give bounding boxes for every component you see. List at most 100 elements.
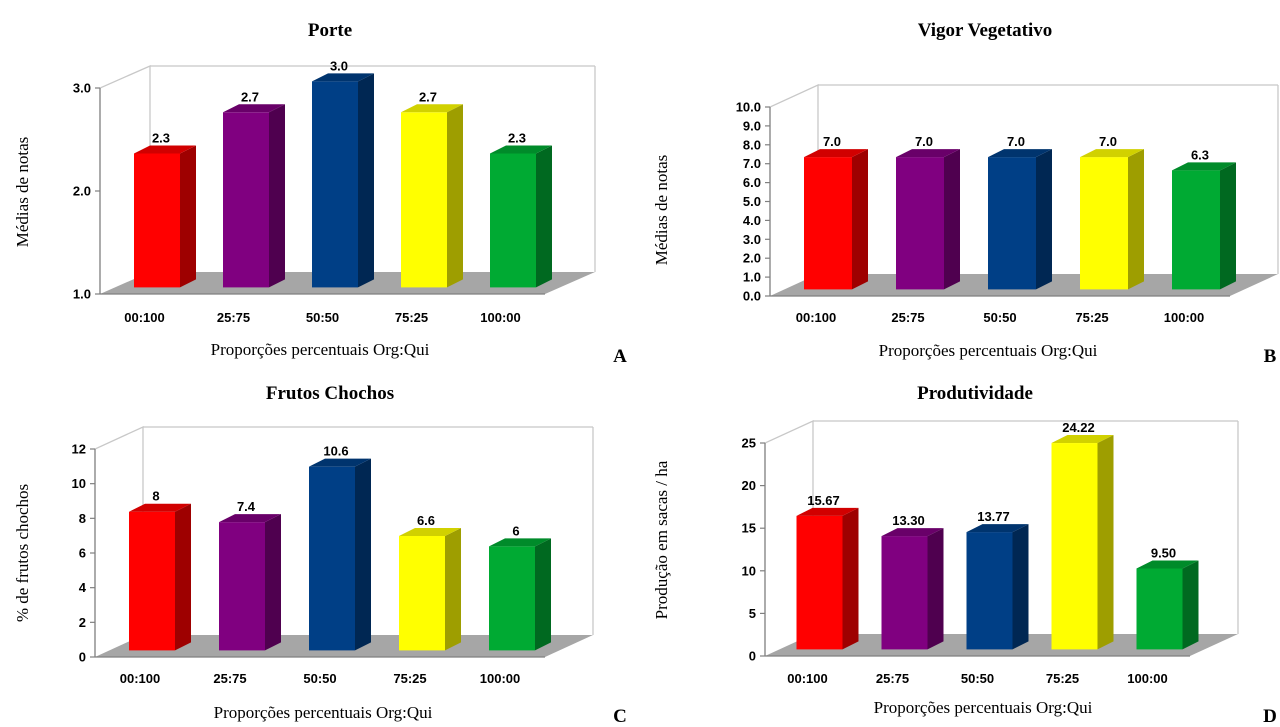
bar-00-100 [129, 503, 191, 651]
x-tick-label-50-50: 50:50 [303, 671, 336, 686]
data-label-50-50: 13.77 [977, 509, 1010, 524]
y-tick-label: 10.0 [736, 100, 761, 115]
x-axis-label: Proporções percentuais Org:Qui [879, 341, 1098, 360]
y-tick-label: 3.0 [73, 81, 91, 96]
x-tick-label-25-75: 25:75 [217, 310, 250, 325]
y-tick-label: 7.0 [743, 156, 761, 171]
y-tick-label: 8.0 [743, 137, 761, 152]
data-label-100-00: 2.3 [508, 131, 526, 146]
x-tick-label-100-00: 100:00 [1127, 671, 1167, 686]
x-axis-label: Proporções percentuais Org:Qui [214, 703, 433, 722]
y-tick-label: 5 [749, 606, 756, 621]
data-label-00-100: 15.67 [807, 493, 840, 508]
data-label-00-100: 2.3 [152, 131, 170, 146]
y-tick-label: 12 [72, 442, 86, 457]
bar-75-25 [401, 104, 463, 288]
bar-25-75 [219, 514, 281, 651]
x-tick-label-75-25: 75:25 [393, 671, 426, 686]
y-tick-label: 2.0 [73, 184, 91, 199]
y-tick-label: 3.0 [743, 232, 761, 247]
bar-75-25 [1051, 435, 1114, 650]
y-axis-label: Médias de notas [652, 155, 671, 265]
bar-100-00 [1136, 560, 1199, 650]
bar-00-100 [796, 507, 859, 650]
bar-100-00 [490, 145, 552, 288]
chart-panel-frutos-chochos: 0 2 4 6 8 10 12 8 00:100 7.4 25:75 10.6 50:50 6.6 75:2… [13, 383, 627, 727]
data-label-00-100: 8 [152, 489, 159, 504]
x-tick-label-75-25: 75:25 [1075, 310, 1108, 325]
data-label-100-00: 9.50 [1151, 545, 1176, 560]
data-label-100-00: 6 [512, 523, 519, 538]
bar-25-75 [896, 149, 960, 290]
x-tick-label-100-00: 100:00 [1164, 310, 1204, 325]
x-tick-label-100-00: 100:00 [480, 671, 520, 686]
panel-letter: A [613, 346, 627, 367]
data-label-25-75: 13.30 [892, 513, 925, 528]
x-tick-label-00-100: 00:100 [796, 310, 836, 325]
y-tick-label: 4 [79, 580, 87, 595]
y-tick-label: 20 [742, 478, 756, 493]
x-tick-label-25-75: 25:75 [876, 671, 909, 686]
panel-letter: B [1264, 346, 1277, 367]
data-label-00-100: 7.0 [823, 134, 841, 149]
y-tick-label: 15 [742, 521, 756, 536]
bar-25-75 [223, 104, 285, 288]
bar-00-100 [804, 149, 868, 290]
bar-50-50 [988, 149, 1052, 290]
y-tick-label: 5.0 [743, 194, 761, 209]
bar-50-50 [966, 524, 1029, 650]
y-tick-label: 4.0 [743, 213, 761, 228]
y-tick-label: 0 [79, 650, 86, 665]
x-tick-label-100-00: 100:00 [480, 310, 520, 325]
x-tick-label-00-100: 00:100 [120, 671, 160, 686]
chart-panel-porte: 1.0 2.0 3.0 2.3 00:100 2.7 25:75 3.0 50:50 2.7 75:… [13, 20, 627, 367]
x-tick-label-50-50: 50:50 [961, 671, 994, 686]
x-tick-label-50-50: 50:50 [306, 310, 339, 325]
data-label-50-50: 10.6 [323, 444, 348, 459]
y-tick-label: 10 [72, 476, 86, 491]
chart-title: Produtividade [917, 383, 1033, 404]
chart-panel-produtividade: 0 5 10 15 20 25 15.67 00:100 13.30 25:75 13.77 50:5… [652, 383, 1277, 727]
bar-25-75 [881, 528, 944, 650]
y-tick-label: 8 [79, 511, 86, 526]
bar-50-50 [312, 73, 374, 288]
y-tick-label: 0.0 [743, 289, 761, 304]
panel-letter: C [613, 706, 627, 727]
x-tick-label-00-100: 00:100 [124, 310, 164, 325]
y-tick-label: 6.0 [743, 175, 761, 190]
y-tick-label: 2 [79, 615, 86, 630]
bar-100-00 [489, 538, 551, 651]
y-tick-label: 25 [742, 436, 756, 451]
data-label-75-25: 6.6 [417, 513, 435, 528]
y-tick-label: 10 [742, 563, 756, 578]
y-tick-label: 1.0 [73, 287, 91, 302]
data-label-25-75: 2.7 [241, 89, 259, 104]
y-tick-label: 6 [79, 546, 86, 561]
data-label-100-00: 6.3 [1191, 147, 1209, 162]
bar-75-25 [1080, 149, 1144, 290]
y-axis-label: Médias de notas [13, 137, 32, 247]
bar-75-25 [399, 528, 461, 651]
x-tick-label-00-100: 00:100 [787, 671, 827, 686]
data-label-75-25: 2.7 [419, 89, 437, 104]
chart-panel-vigor-vegetativo: 0.0 1.0 2.0 3.0 4.0 5.0 6.0 7.0 8.0 9.0 10.0 7.0 00:… [652, 20, 1279, 367]
x-axis-label: Proporções percentuais Org:Qui [874, 698, 1093, 717]
data-label-25-75: 7.0 [915, 134, 933, 149]
data-label-50-50: 7.0 [1007, 134, 1025, 149]
x-axis-label: Proporções percentuais Org:Qui [211, 340, 430, 359]
chart-title: Vigor Vegetativo [918, 20, 1053, 41]
bar-00-100 [134, 145, 196, 288]
data-label-75-25: 24.22 [1062, 420, 1095, 435]
y-axis-label: % de frutos chochos [13, 484, 32, 622]
x-tick-label-50-50: 50:50 [983, 310, 1016, 325]
chart-title: Frutos Chochos [266, 383, 394, 404]
x-tick-label-75-25: 75:25 [1046, 671, 1079, 686]
bar-50-50 [309, 458, 371, 651]
data-label-75-25: 7.0 [1099, 134, 1117, 149]
chart-title: Porte [308, 20, 352, 41]
x-tick-label-25-75: 25:75 [213, 671, 246, 686]
y-tick-label: 1.0 [743, 270, 761, 285]
data-label-50-50: 3.0 [330, 58, 348, 73]
panel-letter: D [1263, 706, 1277, 727]
